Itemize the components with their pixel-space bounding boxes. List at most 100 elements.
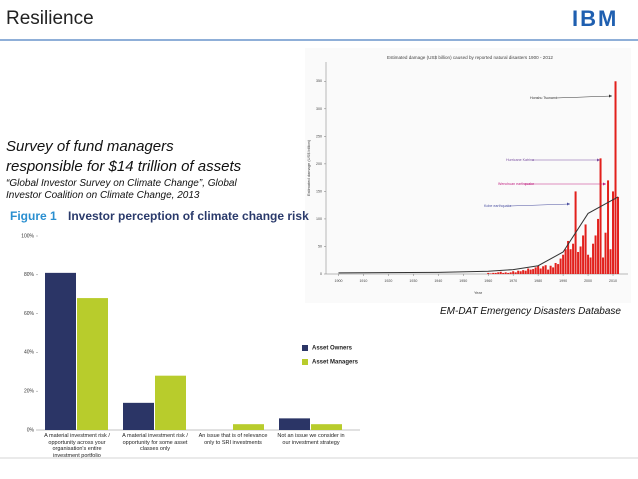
annotation-arrow xyxy=(509,203,571,207)
bar xyxy=(45,272,76,430)
y-tick-label: 40% xyxy=(24,350,35,356)
x-tick-label: 1960 xyxy=(484,279,492,283)
chart1-title: Investor perception of climate change ri… xyxy=(68,209,309,223)
x-tick-label: 1920 xyxy=(384,279,392,283)
annotation: Hurricane Katrina xyxy=(506,158,534,162)
y-tick-label: 300 xyxy=(316,107,322,111)
bar xyxy=(499,271,502,274)
bar xyxy=(564,249,567,274)
bar xyxy=(587,254,590,274)
heading-line: Survey of fund managers xyxy=(6,138,174,155)
legend-swatch xyxy=(302,359,308,365)
x-tick-label: Not an issue we consider in our investme… xyxy=(277,433,345,446)
y-tick-label: 80% xyxy=(24,272,35,278)
bar xyxy=(607,180,610,274)
bar xyxy=(524,270,527,274)
x-tick-label: 1950 xyxy=(459,279,467,283)
bar xyxy=(569,249,572,274)
chart2-bg xyxy=(305,48,631,303)
x-tick-label: 1980 xyxy=(534,279,542,283)
bar xyxy=(279,418,310,430)
y-tick-label: 0 xyxy=(320,272,322,276)
heading: Survey of fund managers responsible for … xyxy=(6,137,241,177)
logo: IBM xyxy=(572,6,619,31)
y-tick-label: 20% xyxy=(24,389,35,395)
x-tick-label: A material investment risk / opportunity… xyxy=(44,433,110,459)
bar xyxy=(617,196,620,274)
source-line: “Global Investor Survey on Climate Chang… xyxy=(6,178,237,189)
x-tick-label: 1900 xyxy=(334,279,342,283)
legend-label: Asset Managers xyxy=(312,360,359,366)
bar xyxy=(233,424,264,430)
bar xyxy=(584,224,587,274)
caption: EM-DAT Emergency Disasters Database xyxy=(440,306,621,317)
bar xyxy=(592,243,595,274)
figure-label: Figure 1 xyxy=(10,209,57,223)
bar xyxy=(522,270,525,274)
x-tick-label: A material investment risk / opportunity… xyxy=(122,433,188,452)
bar xyxy=(599,158,602,274)
bar xyxy=(552,267,555,274)
annotation: Kobe earthquake xyxy=(484,204,511,208)
annotation-arrow xyxy=(555,95,613,99)
bar xyxy=(517,270,520,274)
y-tick-label: 150 xyxy=(316,189,322,193)
bar xyxy=(542,266,545,274)
bar xyxy=(487,272,490,274)
bar xyxy=(507,272,510,274)
arrow-head xyxy=(567,202,570,206)
annotation: Honshu Tsunami xyxy=(530,96,557,100)
bar xyxy=(504,272,507,274)
arrow-head xyxy=(597,158,600,162)
bar xyxy=(489,273,492,274)
legend-label: Asset Owners xyxy=(312,346,353,352)
bar xyxy=(492,272,495,274)
x-tick-label: 1990 xyxy=(559,279,567,283)
arrow-head xyxy=(603,182,606,186)
y-tick-label: 200 xyxy=(316,162,322,166)
bar xyxy=(554,262,557,274)
bar xyxy=(509,272,512,274)
trend-line xyxy=(338,196,619,274)
x-tick-label: 1930 xyxy=(409,279,417,283)
heading-line: responsible for $14 trillion of assets xyxy=(6,158,242,175)
bar xyxy=(612,191,615,274)
bar xyxy=(544,265,547,274)
y-tick-label: 250 xyxy=(316,134,322,138)
bar xyxy=(497,272,500,274)
bar xyxy=(589,257,592,274)
bar xyxy=(602,257,605,274)
bar xyxy=(604,232,607,274)
bar xyxy=(559,258,562,274)
bar xyxy=(537,265,540,274)
bar xyxy=(532,269,535,274)
bar xyxy=(614,81,617,274)
bar xyxy=(567,240,570,274)
bar xyxy=(577,251,580,274)
bar xyxy=(494,272,497,274)
bar xyxy=(572,243,575,274)
x-tick-label: 2010 xyxy=(609,279,617,283)
x-axis-label: Year xyxy=(474,290,483,295)
bar xyxy=(534,267,537,274)
bar xyxy=(549,265,552,274)
chart2-title: Estimated damage (US$ billion) caused by… xyxy=(387,55,553,60)
arrow-head xyxy=(609,94,612,98)
bar xyxy=(514,272,517,274)
bar xyxy=(597,218,600,274)
bar xyxy=(579,246,582,274)
x-tick-label: 2000 xyxy=(584,279,592,283)
legend-swatch xyxy=(302,345,308,351)
bar xyxy=(547,269,550,274)
source-line: Investor Coalition on Climate Change, 20… xyxy=(6,190,200,201)
x-tick-label: An issue that is of relevance only to SR… xyxy=(198,433,268,446)
y-axis-label: Estimated damage (US$ billion) xyxy=(306,139,311,196)
bar xyxy=(594,235,597,274)
bar xyxy=(527,268,530,274)
x-tick-label: 1940 xyxy=(434,279,442,283)
y-tick-label: 100 xyxy=(316,217,322,221)
x-tick-label: 1910 xyxy=(359,279,367,283)
bar xyxy=(519,271,522,274)
bar xyxy=(77,298,108,430)
